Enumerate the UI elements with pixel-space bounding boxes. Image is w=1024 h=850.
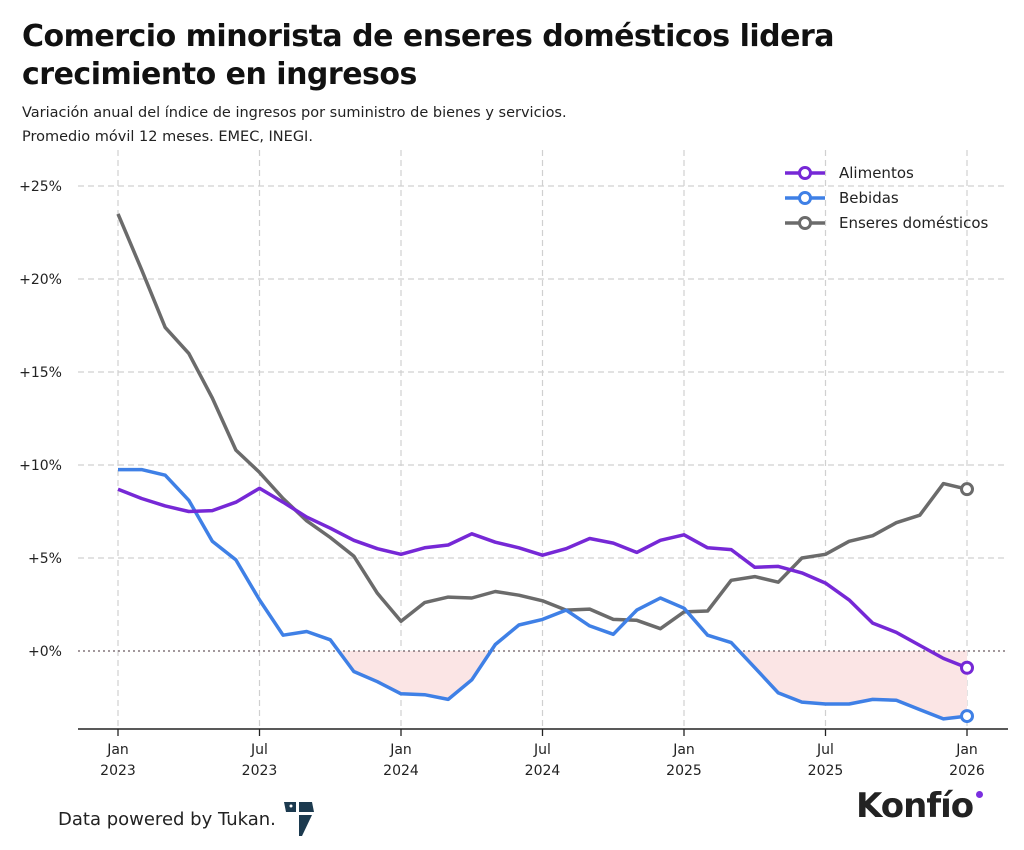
x-tick-label-year: 2024 xyxy=(383,763,419,779)
credit-text: Data powered by Tukan. xyxy=(58,808,276,830)
series-end-marker xyxy=(960,709,974,724)
legend-item: Enseres domésticos xyxy=(785,210,988,235)
y-tick-label: +10% xyxy=(19,458,62,474)
x-tick-label-year: 2025 xyxy=(666,763,702,779)
series-end-marker xyxy=(960,660,974,675)
legend-label: Bebidas xyxy=(839,188,899,207)
tukan-logo-icon xyxy=(283,802,314,836)
legend-marker-icon xyxy=(785,165,825,180)
legend-label: Alimentos xyxy=(839,163,914,182)
legend-item: Bebidas xyxy=(785,185,988,210)
x-tick-label-year: 2025 xyxy=(808,763,844,779)
x-tick-label-year: 2026 xyxy=(949,763,985,779)
x-tick-label-year: 2024 xyxy=(525,763,561,779)
y-tick-label: +20% xyxy=(19,272,62,288)
series-end-marker xyxy=(960,482,974,497)
series-line-enseres-domésticos xyxy=(116,213,968,631)
y-tick-label: +0% xyxy=(28,644,62,660)
negative-area-shading xyxy=(739,651,967,719)
legend-label: Enseres domésticos xyxy=(839,213,989,232)
x-tick-label-month: Jan xyxy=(389,742,412,758)
legend-item: Alimentos xyxy=(785,160,988,185)
x-tick-label-month: Jul xyxy=(250,742,268,758)
y-tick-label: +25% xyxy=(19,179,62,195)
x-tick-label-month: Jan xyxy=(106,742,129,758)
negative-area-shading xyxy=(338,651,491,700)
series-line-bebidas xyxy=(118,467,968,721)
y-tick-label: +15% xyxy=(19,365,62,381)
konfio-logo: Konfío xyxy=(856,786,974,826)
chart-subtitle: Variación anual del índice de ingresos p… xyxy=(22,101,922,149)
legend: Alimentos Bebidas Enseres domésticos xyxy=(785,160,988,235)
legend-marker-icon xyxy=(785,190,825,205)
footer-credit: Data powered by Tukan. xyxy=(58,800,316,838)
series-line-alimentos xyxy=(117,486,968,670)
x-tick-label-month: Jul xyxy=(816,742,834,758)
subtitle-line-1: Variación anual del índice de ingresos p… xyxy=(22,105,567,121)
y-tick-label: +5% xyxy=(28,551,62,567)
subtitle-line-2: Promedio móvil 12 meses. EMEC, INEGI. xyxy=(22,129,313,145)
x-tick-label-month: Jan xyxy=(955,742,978,758)
chart-title: Comercio minorista de enseres domésticos… xyxy=(22,19,835,92)
x-tick-label-year: 2023 xyxy=(100,763,136,779)
x-tick-label-month: Jan xyxy=(672,742,695,758)
x-tick-label-month: Jul xyxy=(533,742,551,758)
x-tick-label-year: 2023 xyxy=(242,763,278,779)
legend-marker-icon xyxy=(785,215,825,230)
konfio-logo-dot xyxy=(976,791,983,798)
